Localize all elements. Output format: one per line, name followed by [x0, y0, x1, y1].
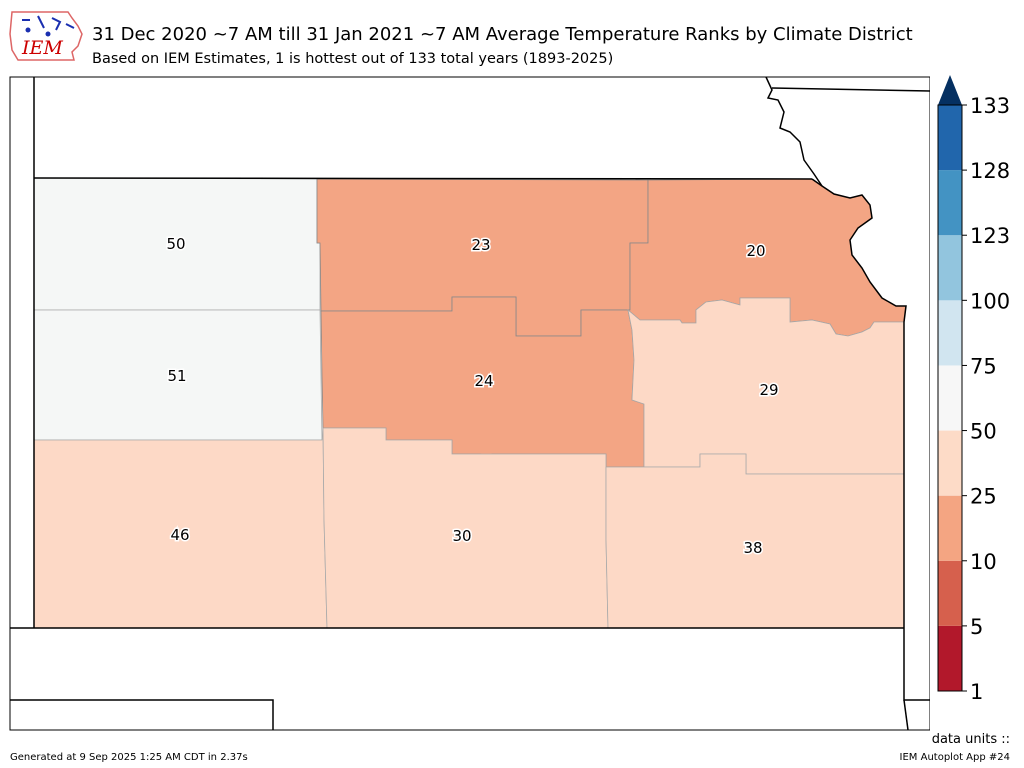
rank-label-north-central: 23 — [471, 236, 490, 254]
iem-logo: IEM — [9, 11, 83, 61]
colorbar-label: 100 — [970, 289, 1010, 313]
colorbar-label: 133 — [970, 94, 1010, 118]
autoplot-app-label: IEM Autoplot App #24 — [899, 752, 1010, 763]
colorbar-label: 1 — [970, 680, 983, 704]
rank-label-east-central: 29 — [759, 381, 778, 399]
rank-label-northwest: 50 — [166, 235, 185, 253]
colorbar-bin-8 — [938, 170, 962, 236]
colorbar-label: 123 — [970, 224, 1010, 248]
colorbar-label: 128 — [970, 159, 1010, 183]
colorbar-label: 75 — [970, 354, 997, 378]
climate-district-map: 50 23 20 51 24 29 46 30 38 — [9, 76, 930, 731]
colorbar-bin-2 — [938, 560, 962, 626]
colorbar-bin-1 — [938, 625, 962, 691]
state-borders — [10, 76, 930, 731]
rank-label-south-central: 30 — [452, 527, 471, 545]
map-title: 31 Dec 2020 ~7 AM till 31 Jan 2021 ~7 AM… — [92, 24, 913, 45]
colorbar-bin-7 — [938, 235, 962, 301]
rank-label-west-central: 51 — [167, 367, 186, 385]
rank-label-southeast: 38 — [743, 539, 762, 557]
colorbar-bin-9 — [938, 105, 962, 171]
iowa-outline-icon — [9, 11, 83, 61]
district-southeast — [605, 453, 905, 629]
colorbar-extend-arrow — [938, 75, 962, 105]
rank-colorbar: 1 5 10 25 50 75 100 123 128 133 — [937, 75, 1010, 704]
colorbar-bin-3 — [938, 495, 962, 561]
colorbar-label: 25 — [970, 485, 997, 509]
colorbar-label: 5 — [970, 615, 983, 639]
colorbar-bin-5 — [938, 365, 962, 431]
weather-symbols-icon — [22, 15, 75, 31]
rank-label-southwest: 46 — [170, 526, 189, 544]
colorbar-bin-4 — [938, 430, 962, 496]
colorbar-label: 50 — [970, 420, 997, 444]
rank-label-northeast: 20 — [746, 242, 765, 260]
map-subtitle: Based on IEM Estimates, 1 is hottest out… — [92, 51, 614, 67]
generated-timestamp: Generated at 9 Sep 2025 1:25 AM CDT in 2… — [10, 752, 248, 763]
data-units-label: data units :: — [931, 732, 1010, 747]
colorbar-frame — [937, 104, 963, 692]
iem-logo-text: IEM — [21, 37, 63, 59]
rank-label-central: 24 — [474, 372, 493, 390]
colorbar-label: 10 — [970, 550, 997, 574]
district-south-central — [322, 427, 609, 629]
colorbar-bin-6 — [938, 300, 962, 366]
